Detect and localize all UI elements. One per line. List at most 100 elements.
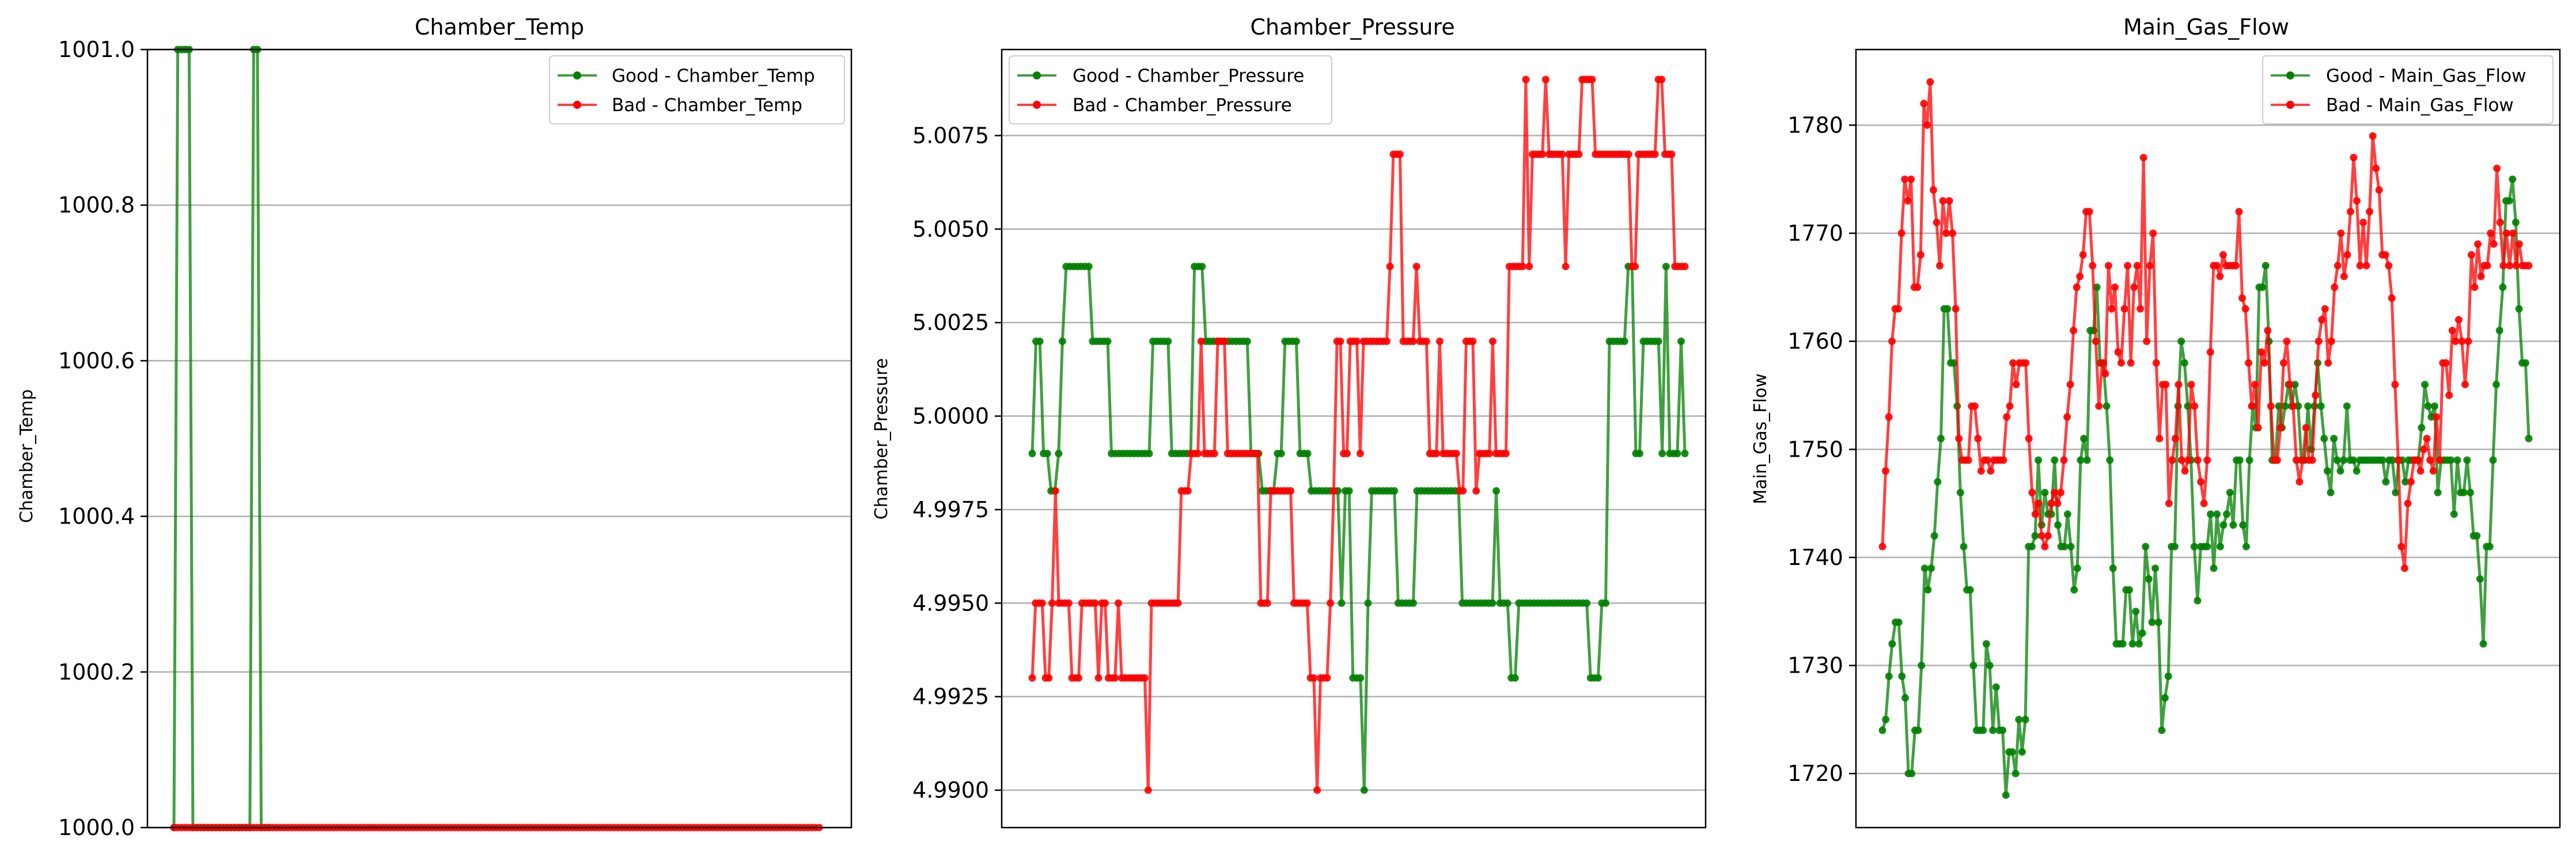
- data-point: [2120, 305, 2128, 313]
- data-point: [1933, 218, 1941, 226]
- data-point: [1999, 726, 2007, 734]
- data-point: [1486, 450, 1494, 457]
- data-point: [2031, 510, 2039, 518]
- data-point: [1525, 263, 1533, 271]
- data-point: [1518, 263, 1526, 271]
- ytick-label: 1730: [1787, 653, 1843, 678]
- data-point: [2142, 542, 2150, 551]
- data-point: [2471, 283, 2479, 291]
- data-point: [1945, 197, 1953, 205]
- data-point: [1111, 674, 1119, 682]
- data-point: [2136, 305, 2145, 313]
- data-point: [2320, 435, 2328, 442]
- data-point: [1974, 435, 1982, 442]
- data-point: [1986, 662, 1994, 669]
- data-point: [2434, 488, 2442, 496]
- data-point: [2515, 240, 2523, 248]
- ytick-label: 1001.0: [58, 37, 135, 62]
- legend-good-chamber-pressure: Good - Chamber_Pressure: [1073, 66, 1304, 86]
- data-point: [1036, 337, 1044, 346]
- data-point: [1184, 487, 1192, 495]
- data-point: [1488, 337, 1497, 346]
- data-point: [1472, 487, 1480, 495]
- data-point: [1651, 150, 1659, 158]
- data-point: [1085, 263, 1093, 271]
- data-point: [2054, 499, 2062, 507]
- data-point: [2132, 608, 2140, 616]
- data-point: [2267, 402, 2275, 410]
- data-point: [1194, 450, 1202, 457]
- data-point: [2073, 283, 2081, 291]
- data-point: [1966, 586, 1974, 594]
- data-point: [2066, 381, 2074, 389]
- data-point: [2063, 413, 2071, 421]
- data-point: [2126, 586, 2133, 594]
- data-point: [1144, 786, 1152, 794]
- chamber-temp-legend: Good - Chamber_Temp Bad - Chamber_Temp: [549, 55, 845, 124]
- data-point: [2130, 283, 2138, 291]
- data-point: [2509, 175, 2517, 183]
- ytick-label: 1780: [1787, 112, 1843, 138]
- data-point: [1541, 75, 1550, 84]
- data-point: [2041, 542, 2049, 551]
- data-point: [1353, 337, 1361, 346]
- data-point: [1939, 197, 1947, 205]
- data-point: [2009, 359, 2017, 367]
- data-point: [2011, 769, 2020, 777]
- data-point: [2223, 510, 2231, 518]
- data-point: [1221, 337, 1229, 346]
- main-gas-flow-axes-frame: [1855, 48, 2561, 829]
- data-point: [1198, 263, 1206, 271]
- data-point: [2206, 348, 2214, 356]
- data-point: [1914, 283, 1922, 291]
- data-point: [2114, 348, 2122, 356]
- data-point: [2095, 402, 2103, 410]
- data-point: [2184, 456, 2192, 464]
- data-point: [1658, 450, 1666, 457]
- data-point: [1051, 487, 1059, 495]
- data-point: [2450, 510, 2458, 518]
- data-point: [2232, 261, 2240, 270]
- data-point: [1345, 487, 1353, 495]
- data-point: [2035, 499, 2043, 507]
- ytick-label: 1000.6: [58, 348, 135, 373]
- data-point: [1396, 150, 1404, 158]
- data-point: [1916, 251, 1925, 259]
- data-point: [1654, 337, 1662, 346]
- data-point: [1469, 337, 1477, 346]
- data-point: [1924, 586, 1932, 594]
- data-point: [2474, 240, 2482, 248]
- data-point: [2286, 381, 2294, 389]
- data-point: [2477, 272, 2485, 280]
- ytick-label: 4.9950: [912, 590, 989, 616]
- data-point: [2378, 456, 2386, 464]
- legend-bad-chamber-pressure: Bad - Chamber_Pressure: [1073, 95, 1292, 116]
- data-point: [2006, 402, 2014, 410]
- data-point: [1558, 150, 1566, 158]
- data-point: [2103, 402, 2111, 410]
- data-point: [2015, 715, 2023, 723]
- data-point: [2327, 488, 2335, 496]
- data-point: [2143, 337, 2151, 346]
- data-point: [1992, 683, 2000, 691]
- data-point: [1977, 467, 1985, 475]
- data-point: [1287, 487, 1295, 495]
- data-point: [1934, 478, 1942, 486]
- data-point: [2236, 456, 2244, 464]
- data-point: [1927, 564, 1935, 572]
- data-point: [1058, 337, 1066, 346]
- data-point: [2445, 391, 2453, 399]
- data-point: [1313, 786, 1321, 794]
- data-point: [2063, 510, 2071, 518]
- chamber-pressure-series: [1028, 75, 1689, 794]
- data-point: [2447, 456, 2455, 464]
- data-point: [2194, 456, 2202, 464]
- data-point: [1583, 599, 1591, 607]
- data-point: [2104, 261, 2112, 270]
- legend-good-chamber-temp: Good - Chamber_Temp: [612, 66, 815, 86]
- data-point: [2487, 229, 2495, 237]
- data-point: [2219, 251, 2227, 259]
- data-point: [2229, 521, 2237, 529]
- data-point: [2495, 327, 2503, 335]
- data-point: [1904, 197, 1912, 205]
